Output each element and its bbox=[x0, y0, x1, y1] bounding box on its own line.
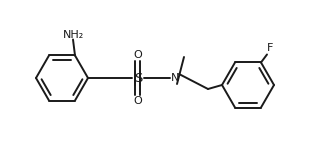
Text: NH₂: NH₂ bbox=[62, 31, 84, 40]
Text: S: S bbox=[134, 72, 142, 84]
Text: O: O bbox=[134, 96, 142, 106]
Text: O: O bbox=[134, 50, 142, 60]
Text: N: N bbox=[171, 73, 179, 83]
Text: F: F bbox=[267, 44, 273, 53]
